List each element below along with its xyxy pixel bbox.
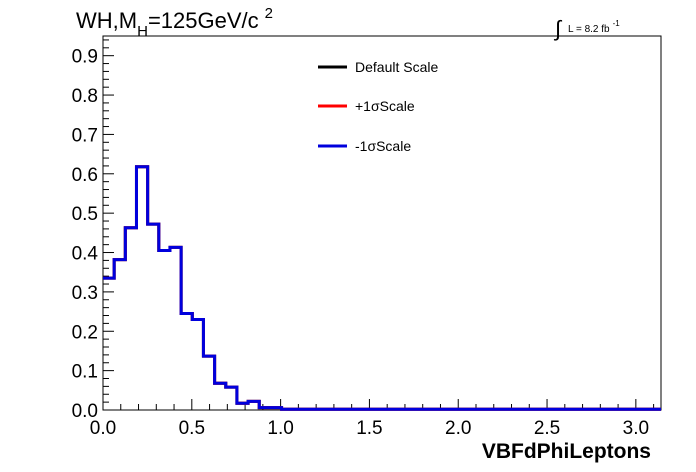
series-line [103, 165, 661, 411]
series-layer [103, 165, 661, 411]
y-tick-label: 0.1 [72, 362, 98, 383]
x-tick-label: 1.5 [356, 418, 382, 439]
x-axis-title: VBFdPhiLeptons [482, 440, 651, 463]
y-tick-label: 0.2 [72, 322, 98, 343]
x-tick-label: 0.5 [179, 418, 205, 439]
x-tick-label: 0.0 [90, 418, 116, 439]
y-tick-label: 0.6 [72, 165, 98, 186]
lumi-integral: ∫ [553, 16, 563, 41]
series-line [103, 165, 661, 411]
x-axis: 0.0 0.5 1.0 1.5 2.0 2.5 3.0 [90, 399, 655, 439]
title-superscript: 2 [265, 5, 273, 22]
y-axis: 0.0 0.1 0.2 0.3 0.4 0.5 0.6 0.7 0.8 0.9 [72, 39, 114, 422]
legend: Default Scale +1σScale -1σScale [318, 59, 438, 154]
title-subscript: H [137, 23, 148, 40]
y-tick-label: 0.0 [72, 401, 98, 422]
x-tick-label: 2.5 [534, 418, 560, 439]
y-tick-label: 0.7 [72, 125, 98, 146]
plot-frame [102, 35, 662, 411]
y-tick-label: 0.8 [72, 86, 98, 107]
lumi-text: L = 8.2 fb [568, 24, 610, 35]
title-process: WH,M [76, 8, 137, 33]
x-tick-label: 3.0 [623, 418, 649, 439]
lumi-label: L = 8.2 fb-1 [568, 19, 620, 35]
y-tick-label: 0.9 [72, 47, 98, 68]
series-line [103, 165, 661, 411]
legend-label: Default Scale [355, 59, 438, 75]
lumi-superscript: -1 [613, 19, 621, 28]
x-tick-label: 1.0 [267, 418, 293, 439]
title-mass: =125GeV/c [148, 8, 259, 33]
y-tick-label: 0.3 [72, 283, 98, 304]
chart-title: WH,MH=125GeV/c 2 [76, 5, 273, 40]
x-tick-label: 2.0 [445, 418, 471, 439]
legend-label: -1σScale [355, 138, 411, 154]
legend-label: +1σScale [355, 98, 415, 114]
y-tick-label: 0.5 [72, 204, 98, 225]
y-tick-label: 0.4 [72, 244, 99, 265]
